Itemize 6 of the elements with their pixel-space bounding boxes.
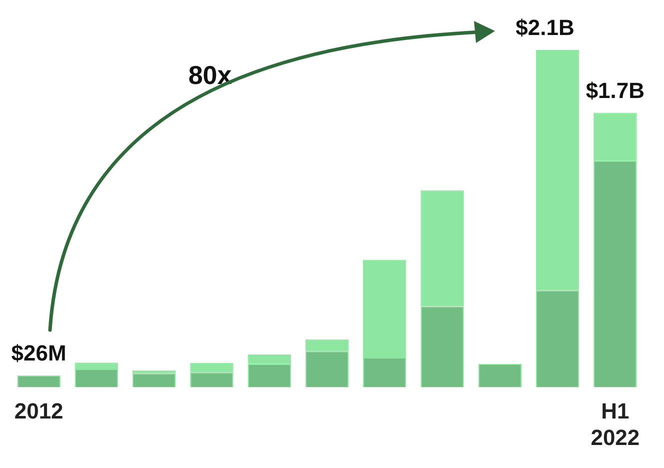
annotation: $1.7B bbox=[586, 78, 645, 103]
annotation: 80x bbox=[188, 60, 232, 90]
x-tick-label: 2012 bbox=[14, 398, 64, 424]
annotation: $26M bbox=[11, 340, 66, 366]
x-tick-label: H1 2022 bbox=[590, 398, 640, 450]
text: $2.1B bbox=[516, 15, 574, 40]
